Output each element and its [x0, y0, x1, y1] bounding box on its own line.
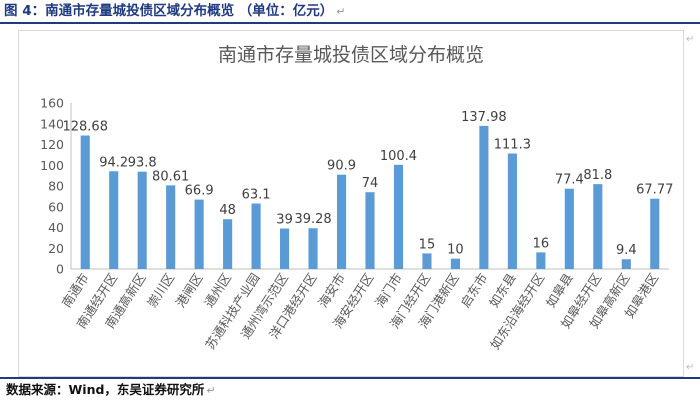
bottom-rule: [0, 377, 700, 379]
data-label: 111.3: [494, 138, 531, 153]
bar: [650, 198, 660, 269]
top-rule: [0, 22, 700, 24]
data-label: 16: [533, 236, 550, 251]
bar: [479, 125, 489, 269]
y-tick-label: 160: [40, 96, 64, 111]
y-tick-label: 120: [40, 137, 64, 152]
y-tick-label: 20: [48, 241, 64, 256]
bar: [251, 203, 261, 269]
category-labels: 南通市南通经开区南通高新区崇川区港闸区通州区苏通科技产业园通州湾示范区洋口港经开…: [59, 270, 662, 352]
y-tick-label: 40: [48, 220, 64, 235]
data-label: 67.77: [636, 183, 673, 198]
frame-corner-mark-bottom: ↵: [686, 362, 695, 373]
bars: [80, 125, 660, 269]
data-label: 10: [447, 243, 464, 258]
x-tick-label: 港闸区: [173, 270, 206, 310]
paragraph-mark-icon: ↵: [336, 5, 346, 18]
bar: [621, 259, 631, 269]
bar: [422, 253, 432, 269]
data-label: 48: [219, 203, 236, 218]
x-tick-label: 启东市: [457, 270, 490, 310]
figure-title-text: 图 4：南通市存量城投债区域分布概览 （单位：亿元）: [4, 3, 334, 19]
x-tick-label: 崇川区: [144, 270, 177, 310]
y-axis: 0 20 40 60 80 100 120 140 160: [40, 96, 72, 277]
bar: [223, 219, 233, 269]
data-label: 74: [362, 176, 379, 191]
bar: [564, 188, 574, 269]
bar: [507, 153, 517, 269]
source-note: 数据来源：Wind，东吴证券研究所 ↵: [6, 380, 216, 400]
y-tick-label: 100: [40, 158, 64, 173]
data-label: 15: [419, 237, 436, 252]
data-label: 128.68: [62, 119, 108, 134]
data-label: 81.8: [583, 168, 612, 183]
data-label: 39: [276, 213, 293, 228]
bar: [450, 258, 460, 269]
bar: [194, 199, 204, 269]
bar-chart: 南通市存量城投债区域分布概览 0 20 40 60 80 100 120 140 160 128…: [40, 44, 673, 352]
bar: [137, 171, 147, 269]
data-label: 63.1: [242, 188, 271, 203]
bar: [336, 174, 347, 269]
data-label: 94.2: [99, 155, 128, 170]
bar: [166, 185, 176, 269]
x-tick-label: 如东沿海经开区: [487, 270, 547, 352]
chart-frame: 南通市存量城投债区域分布概览 0 20 40 60 80 100 120 140 160 128…: [18, 30, 684, 377]
data-label: 9.4: [616, 243, 637, 258]
bar: [109, 171, 119, 269]
data-label: 66.9: [185, 184, 214, 199]
data-label: 77.4: [555, 173, 584, 188]
figure-title: 图 4：南通市存量城投债区域分布概览 （单位：亿元） ↵: [0, 0, 700, 24]
chart-title: 南通市存量城投债区域分布概览: [218, 44, 484, 66]
bar: [80, 135, 90, 269]
data-label: 100.4: [380, 149, 417, 164]
data-label: 39.28: [294, 212, 331, 227]
frame-corner-mark-top: ↵: [686, 34, 695, 45]
bar: [536, 252, 546, 269]
bar: [280, 228, 290, 269]
bar: [593, 184, 603, 269]
bar: [393, 164, 404, 269]
bar: [308, 228, 318, 269]
source-note-text: 数据来源：Wind，东吴证券研究所: [6, 382, 205, 397]
data-label: 93.8: [128, 156, 157, 171]
bar: [365, 192, 375, 269]
paragraph-mark-icon: ↵: [206, 384, 216, 397]
data-label: 137.98: [461, 110, 507, 125]
y-tick-label: 60: [48, 199, 64, 214]
data-label: 90.9: [327, 159, 356, 174]
y-tick-label: 0: [56, 262, 64, 277]
y-tick-label: 140: [40, 116, 64, 131]
y-tick-label: 80: [48, 179, 64, 194]
data-label: 80.61: [152, 169, 189, 184]
